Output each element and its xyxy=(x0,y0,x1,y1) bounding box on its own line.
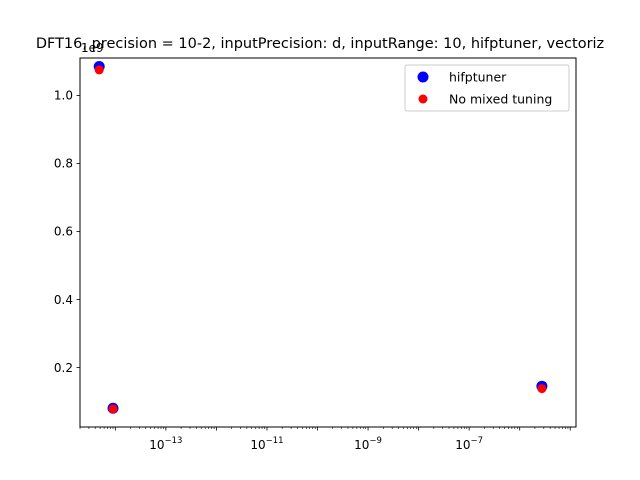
x-tick-base: 10 xyxy=(149,438,164,452)
x-tick-base: 10 xyxy=(354,438,369,452)
x-axis-ticks: 10−13 10−11 10−9 10−7 xyxy=(79,427,571,452)
x-tick-exponent: −9 xyxy=(369,436,382,446)
x-tick-label: 10−7 xyxy=(455,436,483,452)
x-tick-exponent: −11 xyxy=(266,436,284,446)
x-tick-label: 10−13 xyxy=(149,436,182,452)
legend-label-1: No mixed tuning xyxy=(449,92,552,107)
x-tick-label: 10−9 xyxy=(354,436,382,452)
point-no-mixed-tuning-2 xyxy=(537,384,547,394)
y-axis-ticks: 0.2 0.4 0.6 0.8 1.0 xyxy=(54,89,80,375)
y-axis-offset-label: 1e9 xyxy=(81,41,104,55)
legend-label-0: hifptuner xyxy=(449,70,507,85)
legend-box xyxy=(404,64,570,112)
point-no-mixed-tuning-1 xyxy=(108,404,118,414)
chart-title: DFT16, precision = 10-2, inputPrecision:… xyxy=(36,36,604,52)
x-tick-base: 10 xyxy=(250,438,265,452)
legend-marker-0 xyxy=(417,71,429,83)
y-tick-label: 0.8 xyxy=(54,157,73,171)
y-tick-label: 0.2 xyxy=(54,361,73,375)
legend-marker-1 xyxy=(418,94,428,104)
y-tick-label: 1.0 xyxy=(54,89,73,103)
point-no-mixed-tuning-0 xyxy=(94,65,104,75)
data-points xyxy=(93,61,548,414)
x-tick-exponent: −7 xyxy=(471,436,484,446)
legend: hifptuner No mixed tuning xyxy=(404,64,570,112)
axes-frame xyxy=(79,57,577,428)
x-tick-label: 10−11 xyxy=(250,436,283,452)
y-tick-label: 0.4 xyxy=(54,293,73,307)
y-tick-label: 0.6 xyxy=(54,225,73,239)
x-tick-exponent: −13 xyxy=(165,436,183,446)
x-tick-base: 10 xyxy=(455,438,470,452)
